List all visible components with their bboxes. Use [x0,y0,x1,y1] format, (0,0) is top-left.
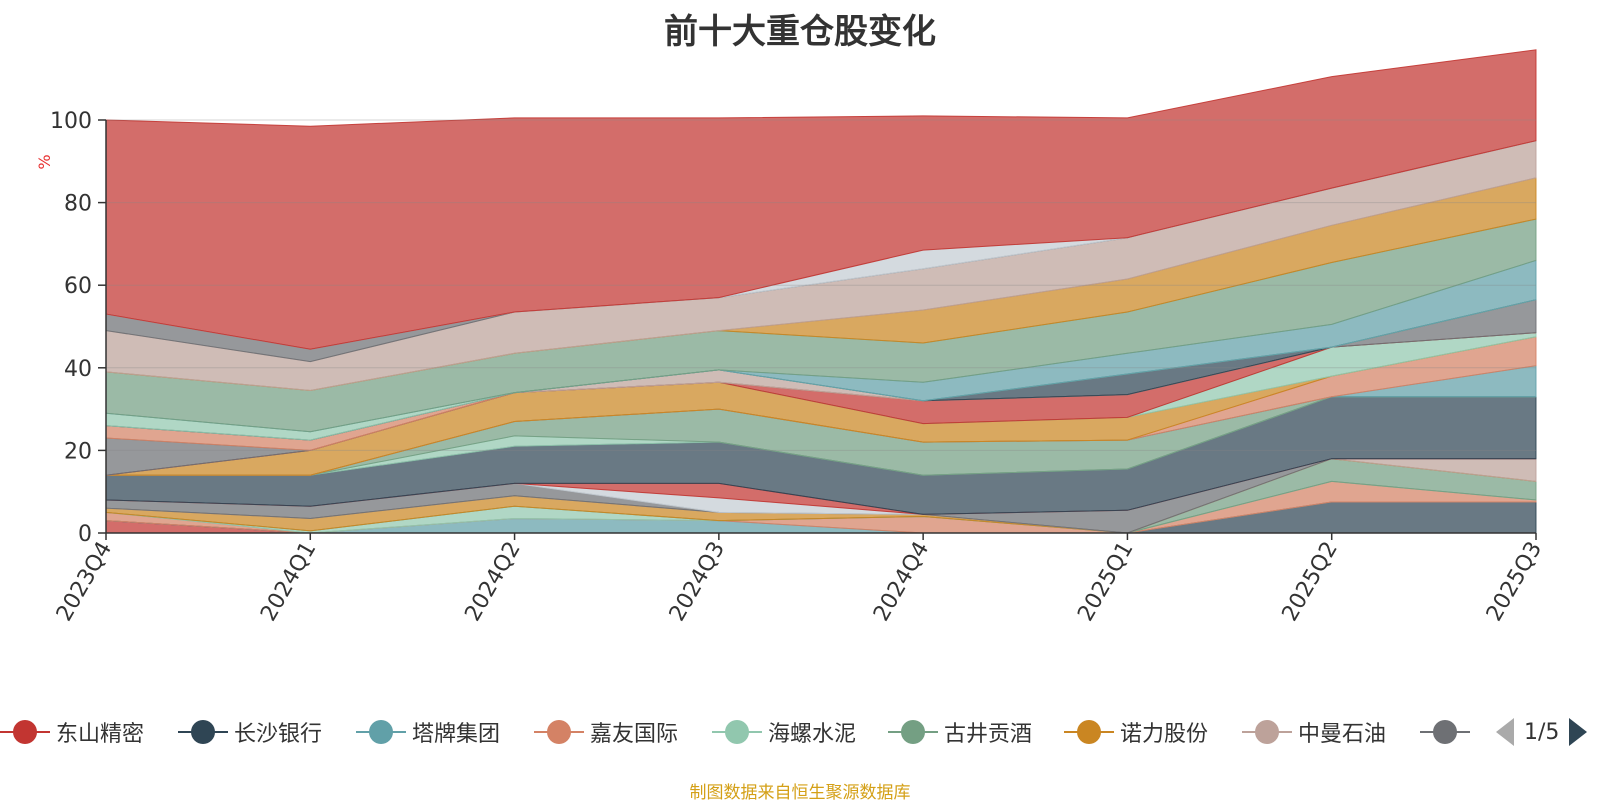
legend-marker-icon [712,719,762,745]
legend-label: 古井贡酒 [944,722,1033,747]
legend-item[interactable]: 嘉友国际 [534,712,678,752]
y-tick-label: 40 [64,357,92,382]
y-tick-label: 60 [64,274,92,299]
y-axis-label: % [35,154,54,169]
legend-label: 嘉友国际 [590,722,679,747]
legend-label: 诺力股份 [1120,722,1209,747]
legend-label: 中曼石油 [1298,722,1387,747]
legend-marker-icon [1064,719,1114,745]
legend-item[interactable]: 中曼石油 [1242,712,1386,752]
y-tick-label: 20 [64,439,92,464]
x-tick-label: 2023Q4 [52,538,117,626]
legend-pager: 1/5 [1496,712,1588,752]
legend-label: 东山精密 [56,722,145,747]
legend-item[interactable]: 塔牌集团 [356,712,500,752]
legend-marker-icon [534,719,584,745]
legend-marker-icon [1420,719,1470,745]
area-layer [105,49,1537,534]
x-tick-label: 2024Q4 [869,538,934,626]
legend-next-page-button[interactable] [1569,718,1588,746]
series-area-31[interactable] [105,49,1537,350]
x-tick-label: 2025Q1 [1073,538,1138,626]
grid-layer [106,119,1536,451]
legend-marker-icon [0,719,50,745]
legend-item[interactable]: 诺力股份 [1064,712,1208,752]
x-tick-label: 2024Q2 [460,538,525,626]
data-source-note: 制图数据来自恒生聚源数据库 [689,783,911,803]
x-tick-label: 2024Q3 [665,538,730,626]
x-tick-label: 2025Q2 [1278,538,1343,626]
legend-marker-icon [356,719,406,745]
y-tick-label: 80 [64,192,92,217]
legend-item[interactable]: 长沙银行 [178,712,322,752]
legend-item[interactable]: 东山精密 [0,712,144,752]
x-tick-label: 2025Q3 [1482,538,1547,626]
legend-marker-icon [178,719,228,745]
y-tick-label: 100 [50,109,92,134]
y-tick-label: 0 [78,522,92,547]
legend-label: 海螺水泥 [768,722,857,747]
x-tick-label: 2024Q1 [256,538,321,626]
chart-title: 前十大重仓股变化 [664,12,936,52]
legend-label: 长沙银行 [234,722,323,747]
legend-items: 东山精密 长沙银行 塔牌集团 嘉友国际 海螺水泥 古井贡酒 诺力股份 中曼石油 [0,712,1482,752]
legend-page-indicator: 1/5 [1524,719,1560,745]
legend-marker-icon [1242,719,1292,745]
legend-item[interactable] [1420,712,1476,752]
legend: 东山精密 长沙银行 塔牌集团 嘉友国际 海螺水泥 古井贡酒 诺力股份 中曼石油 [0,712,1600,752]
legend-marker-icon [888,719,938,745]
legend-item[interactable]: 古井贡酒 [888,712,1032,752]
legend-prev-page-button[interactable] [1496,718,1514,746]
legend-item[interactable]: 海螺水泥 [712,712,856,752]
legend-label: 塔牌集团 [412,722,501,747]
